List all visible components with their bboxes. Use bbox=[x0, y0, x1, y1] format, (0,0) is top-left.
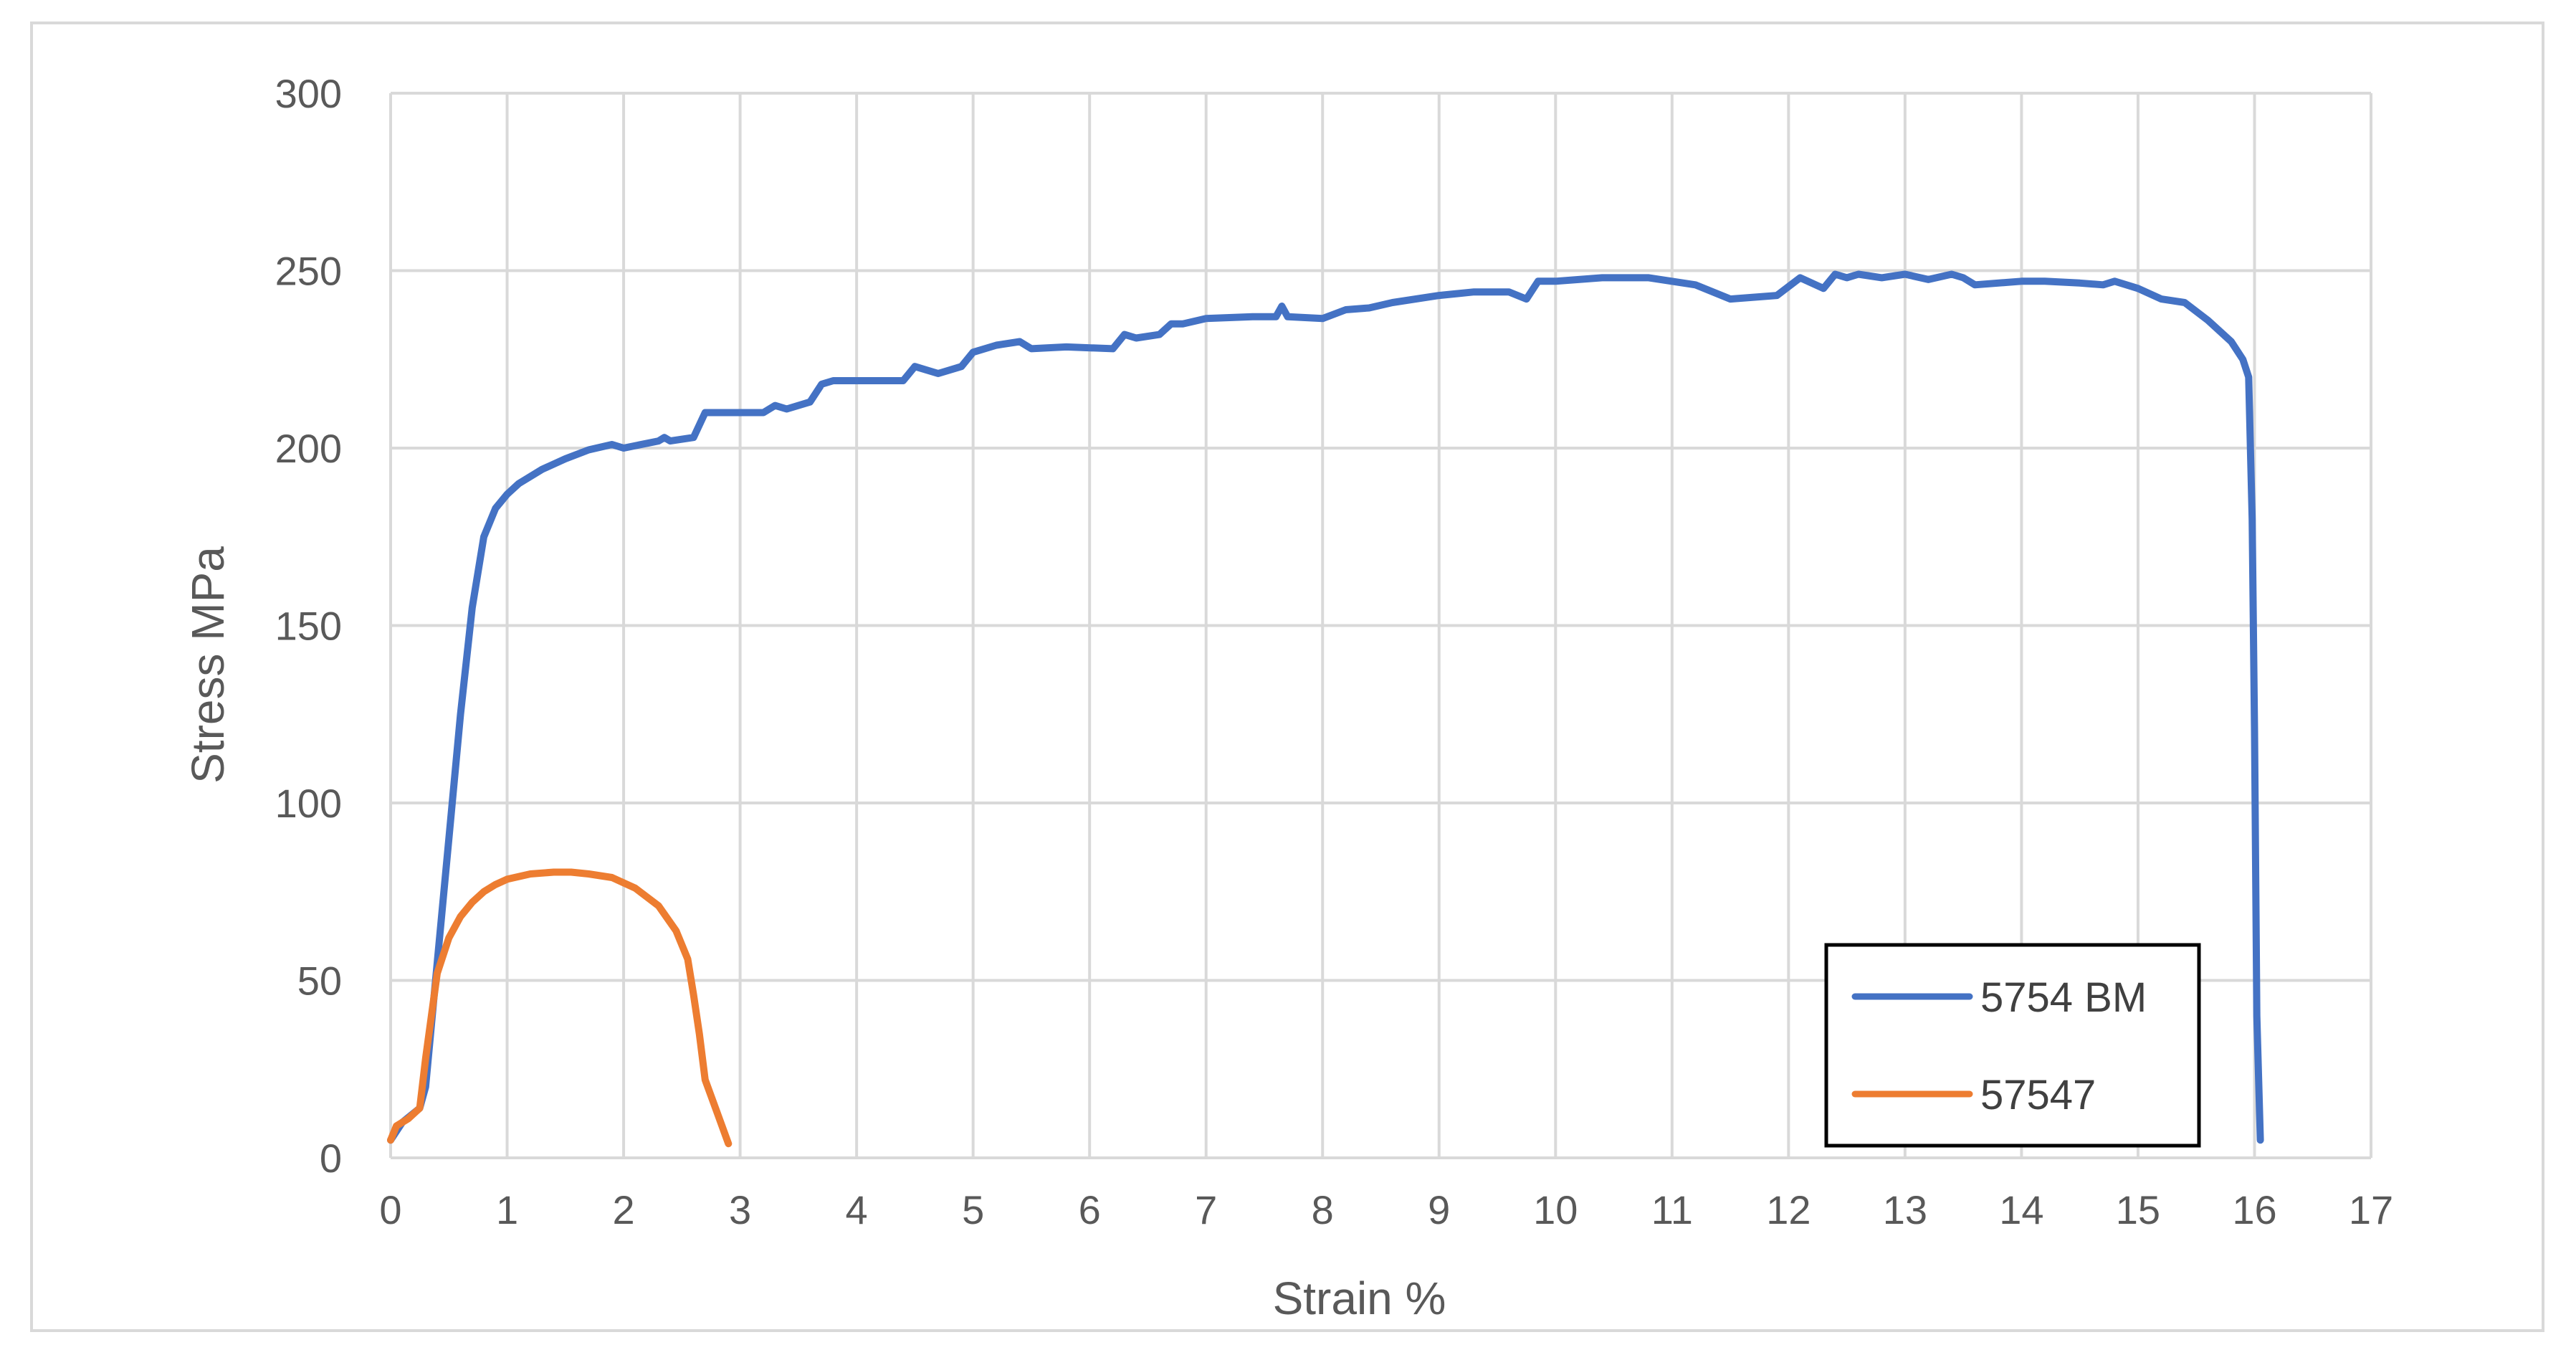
x-axis-title: Strain % bbox=[1273, 1273, 1446, 1324]
legend-label-5754-bm: 5754 BM bbox=[1980, 974, 2147, 1021]
x-tick-label: 5 bbox=[962, 1187, 984, 1232]
x-tick-label: 10 bbox=[1533, 1187, 1578, 1232]
x-tick-label: 6 bbox=[1079, 1187, 1101, 1232]
x-tick-label: 8 bbox=[1312, 1187, 1334, 1232]
legend-box bbox=[1824, 943, 2201, 1148]
x-tick-label: 1 bbox=[496, 1187, 518, 1232]
x-tick-label: 0 bbox=[379, 1187, 401, 1232]
y-tick-label: 50 bbox=[297, 959, 342, 1004]
x-tick-label: 4 bbox=[846, 1187, 868, 1232]
x-tick-label: 13 bbox=[1883, 1187, 1927, 1232]
y-tick-label: 250 bbox=[275, 249, 342, 294]
x-tick-label: 15 bbox=[2116, 1187, 2160, 1232]
x-tick-label: 17 bbox=[2349, 1187, 2393, 1232]
y-tick-label: 0 bbox=[320, 1136, 342, 1181]
x-tick-label: 11 bbox=[1651, 1187, 1693, 1232]
y-axis-ticks: 0 50 100 150 200 250 300 bbox=[275, 71, 342, 1181]
series-lines bbox=[387, 270, 2264, 1148]
x-tick-label: 12 bbox=[1766, 1187, 1811, 1232]
y-tick-label: 200 bbox=[275, 426, 342, 471]
x-tick-label: 2 bbox=[612, 1187, 634, 1232]
series-line-1 bbox=[387, 868, 733, 1148]
y-tick-label: 300 bbox=[275, 71, 342, 116]
legend: 5754 BM 57547 bbox=[1824, 943, 2201, 1148]
y-tick-label: 100 bbox=[275, 781, 342, 826]
series-line-0 bbox=[387, 270, 2264, 1144]
x-tick-label: 16 bbox=[2232, 1187, 2276, 1232]
legend-label-57547: 57547 bbox=[1980, 1072, 2096, 1118]
x-tick-label: 3 bbox=[729, 1187, 751, 1232]
x-axis-ticks: 0 1 2 3 4 5 6 7 8 9 10 11 12 13 14 15 16 17 bbox=[379, 1187, 2393, 1232]
y-axis-title: Stress MPa bbox=[182, 546, 234, 784]
y-tick-label: 150 bbox=[275, 604, 342, 649]
x-tick-label: 7 bbox=[1195, 1187, 1217, 1232]
x-tick-label: 14 bbox=[1999, 1187, 2043, 1232]
x-tick-label: 9 bbox=[1428, 1187, 1450, 1232]
